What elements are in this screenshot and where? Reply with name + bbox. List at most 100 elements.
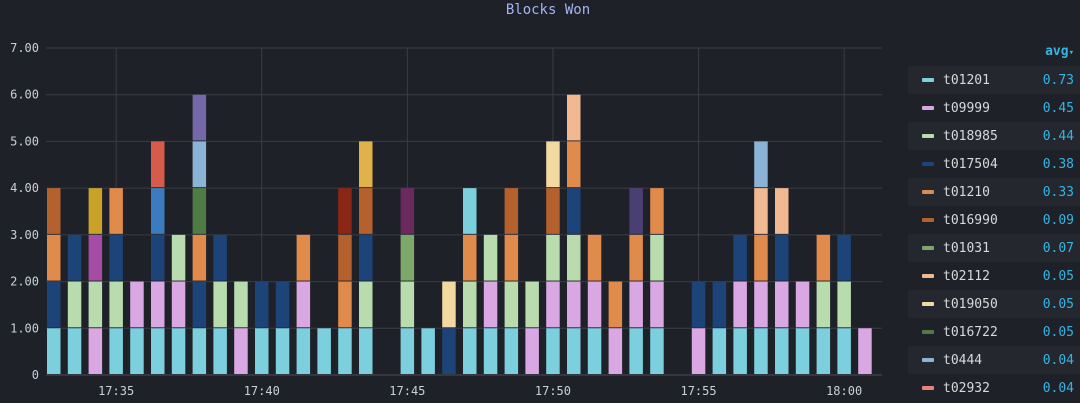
bar-segment[interactable] <box>504 188 519 234</box>
bar-segment[interactable] <box>130 328 144 374</box>
bar-segment[interactable] <box>234 328 248 374</box>
bar-segment[interactable] <box>837 281 851 328</box>
bar-segment[interactable] <box>463 328 477 374</box>
bar-segment[interactable] <box>587 328 602 374</box>
bar-segment[interactable] <box>463 281 477 328</box>
bar-segment[interactable] <box>775 188 789 234</box>
bar-segment[interactable] <box>546 188 560 234</box>
bar-segment[interactable] <box>712 281 727 328</box>
bar-segment[interactable] <box>816 234 831 281</box>
bar-segment[interactable] <box>525 281 539 328</box>
bar-segment[interactable] <box>109 234 123 281</box>
bar-segment[interactable] <box>234 281 248 328</box>
bar-segment[interactable] <box>47 234 61 281</box>
bar-segment[interactable] <box>691 281 706 328</box>
bar-segment[interactable] <box>400 281 415 328</box>
bar-segment[interactable] <box>47 328 61 374</box>
bar-segment[interactable] <box>359 188 373 234</box>
bar-segment[interactable] <box>567 141 581 188</box>
bar-segment[interactable] <box>567 234 581 281</box>
bar-segment[interactable] <box>151 234 165 281</box>
bar-segment[interactable] <box>213 234 227 281</box>
bar-segment[interactable] <box>192 141 207 188</box>
bar-segment[interactable] <box>338 234 352 281</box>
bar-segment[interactable] <box>629 281 643 328</box>
bar-segment[interactable] <box>67 281 82 328</box>
bar-segment[interactable] <box>359 281 373 328</box>
bar-segment[interactable] <box>733 281 747 328</box>
legend-item[interactable]: t09999 0.45 <box>908 94 1080 122</box>
bar-segment[interactable] <box>691 328 706 374</box>
bar-segment[interactable] <box>275 281 290 328</box>
bar-segment[interactable] <box>171 234 186 281</box>
bar-segment[interactable] <box>275 328 290 374</box>
bar-segment[interactable] <box>754 188 768 234</box>
bar-segment[interactable] <box>483 281 498 328</box>
bar-segment[interactable] <box>192 188 207 234</box>
bar-segment[interactable] <box>587 281 602 328</box>
bar-segment[interactable] <box>650 188 664 234</box>
legend-item[interactable]: t02932 0.04 <box>908 374 1080 402</box>
bar-segment[interactable] <box>754 141 768 188</box>
bar-segment[interactable] <box>816 328 831 374</box>
bar-segment[interactable] <box>775 281 789 328</box>
bar-segment[interactable] <box>546 328 560 374</box>
bar-segment[interactable] <box>88 188 103 234</box>
bar-segment[interactable] <box>151 328 165 374</box>
bar-segment[interactable] <box>213 328 227 374</box>
bar-segment[interactable] <box>795 281 810 328</box>
bar-segment[interactable] <box>67 234 82 281</box>
bar-segment[interactable] <box>546 141 560 188</box>
bar-segment[interactable] <box>109 281 123 328</box>
bar-segment[interactable] <box>359 328 373 374</box>
legend-item[interactable]: t016990 0.09 <box>908 206 1080 234</box>
legend-item[interactable]: t018985 0.44 <box>908 122 1080 150</box>
bar-segment[interactable] <box>795 328 810 374</box>
legend-item[interactable]: t02112 0.05 <box>908 262 1080 290</box>
bar-segment[interactable] <box>151 281 165 328</box>
bar-segment[interactable] <box>754 281 768 328</box>
bar-segment[interactable] <box>754 234 768 281</box>
bar-segment[interactable] <box>754 328 768 374</box>
bar-segment[interactable] <box>400 328 415 374</box>
bar-segment[interactable] <box>338 328 352 374</box>
bar-segment[interactable] <box>192 234 207 281</box>
bar-segment[interactable] <box>733 234 747 281</box>
bar-segment[interactable] <box>775 328 789 374</box>
legend-sort-header[interactable]: avg▾ <box>908 44 1080 66</box>
bar-segment[interactable] <box>567 94 581 141</box>
bar-segment[interactable] <box>629 188 643 234</box>
bar-segment[interactable] <box>837 234 851 281</box>
bar-segment[interactable] <box>442 328 456 374</box>
bar-segment[interactable] <box>775 234 789 281</box>
legend-item[interactable]: t016722 0.05 <box>908 318 1080 346</box>
bar-segment[interactable] <box>130 281 144 328</box>
bar-segment[interactable] <box>47 188 61 234</box>
legend-item[interactable]: t0444 0.04 <box>908 346 1080 374</box>
bar-segment[interactable] <box>109 188 123 234</box>
bar-segment[interactable] <box>567 328 581 374</box>
bar-segment[interactable] <box>504 328 519 374</box>
bar-segment[interactable] <box>421 328 435 374</box>
bar-segment[interactable] <box>255 281 269 328</box>
bar-segment[interactable] <box>816 281 831 328</box>
legend-item[interactable]: t01031 0.07 <box>908 234 1080 262</box>
bar-segment[interactable] <box>47 281 61 328</box>
bar-segment[interactable] <box>359 141 373 188</box>
legend-item[interactable]: t017504 0.38 <box>908 150 1080 178</box>
bar-segment[interactable] <box>504 234 519 281</box>
bar-segment[interactable] <box>338 281 352 328</box>
bar-segment[interactable] <box>296 281 311 328</box>
bar-segment[interactable] <box>629 234 643 281</box>
bar-segment[interactable] <box>712 328 727 374</box>
bar-segment[interactable] <box>587 234 602 281</box>
bar-segment[interactable] <box>650 234 664 281</box>
bar-segment[interactable] <box>546 281 560 328</box>
bar-segment[interactable] <box>525 328 539 374</box>
bar-segment[interactable] <box>608 328 623 374</box>
legend-item[interactable]: t019050 0.05 <box>908 290 1080 318</box>
bar-segment[interactable] <box>171 281 186 328</box>
bar-segment[interactable] <box>483 234 498 281</box>
bar-segment[interactable] <box>567 188 581 234</box>
bar-segment[interactable] <box>338 188 352 234</box>
